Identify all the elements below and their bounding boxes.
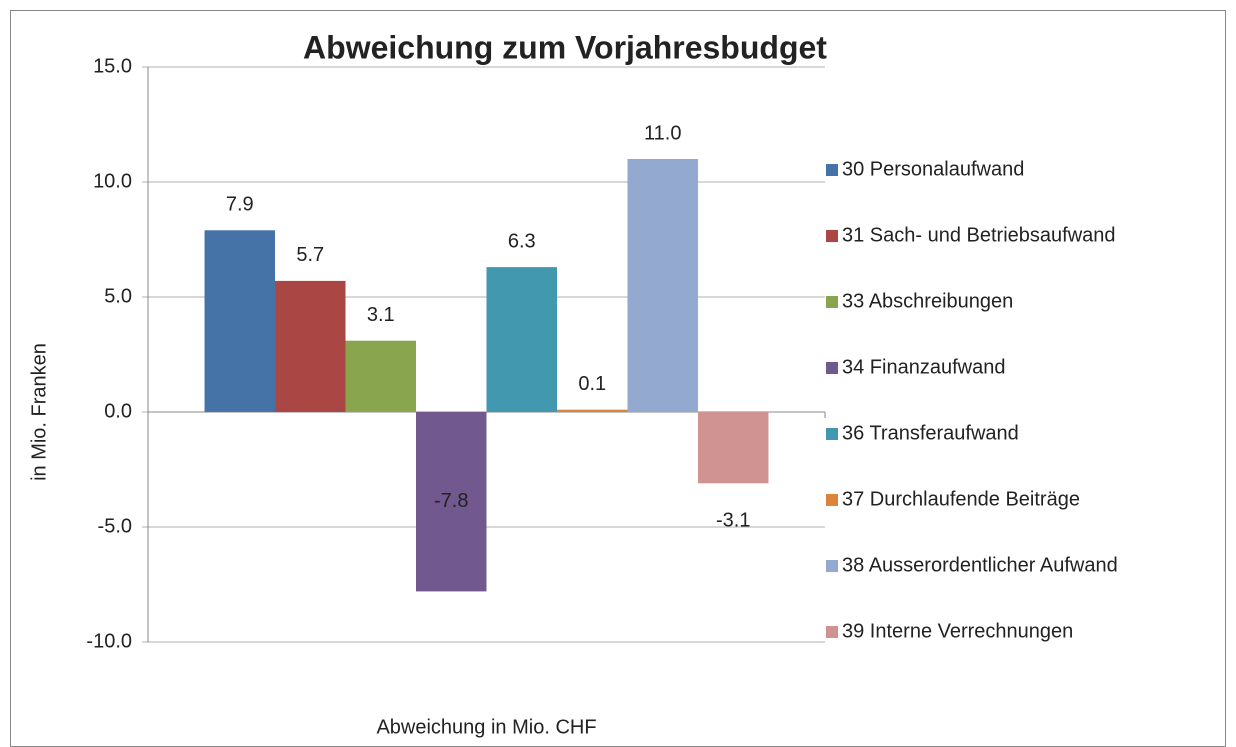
bar <box>275 280 346 412</box>
data-label: -3.1 <box>716 510 750 532</box>
legend-swatch <box>826 164 838 176</box>
legend-label: 31 Sach- und Betriebsaufwand <box>842 224 1116 246</box>
data-label: 5.7 <box>296 244 324 266</box>
x-tick-label: Abweichung in Mio. CHF <box>376 716 596 738</box>
bar <box>486 267 557 412</box>
chart-title: Abweichung zum Vorjahresbudget <box>303 29 827 65</box>
legend-label: 36 Transferaufwand <box>842 422 1019 444</box>
bar <box>204 230 276 412</box>
legend-swatch <box>826 626 838 638</box>
legend-label: 37 Durchlaufende Beiträge <box>842 488 1080 510</box>
data-label: -7.8 <box>434 490 468 512</box>
bar <box>556 409 628 412</box>
data-label: 11.0 <box>644 122 681 144</box>
legend-label: 39 Interne Verrechnungen <box>842 620 1073 642</box>
data-label: 7.9 <box>226 194 254 216</box>
legend-swatch <box>826 296 838 308</box>
legend-label: 34 Finanzaufwand <box>842 356 1005 378</box>
bar <box>345 340 417 412</box>
bar <box>697 412 769 484</box>
data-label: 6.3 <box>508 230 536 252</box>
legend-label: 38 Ausserordentlicher Aufwand <box>842 554 1118 576</box>
legend-swatch <box>826 362 838 374</box>
data-label: 0.1 <box>578 373 606 395</box>
y-tick-label: 5.0 <box>104 285 132 307</box>
y-tick-label: 10.0 <box>93 170 132 192</box>
y-tick-label: 0.0 <box>104 400 132 422</box>
legend-label: 33 Abschreibungen <box>842 290 1013 312</box>
y-axis-label: in Mio. Franken <box>28 343 50 481</box>
legend-swatch <box>826 230 838 242</box>
bar <box>627 159 698 412</box>
legend-swatch <box>826 560 838 572</box>
legend-swatch <box>826 428 838 440</box>
legend-label: 30 Personalaufwand <box>842 158 1024 180</box>
data-label: 3.1 <box>367 304 395 326</box>
y-tick-label: -5.0 <box>98 515 132 537</box>
bar <box>416 412 487 592</box>
y-tick-label: 15.0 <box>93 55 132 77</box>
y-tick-label: -10.0 <box>86 630 132 652</box>
legend-swatch <box>826 494 838 506</box>
